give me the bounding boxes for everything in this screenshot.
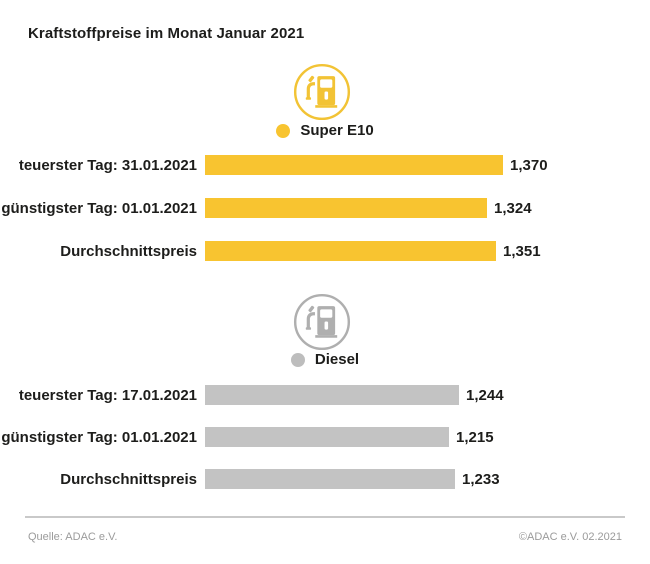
bar-row: teuerster Tag: 31.01.2021 1,370 [0,155,650,175]
bar-value: 1,233 [462,470,500,488]
legend-label: Super E10 [300,122,374,139]
bar-value: 1,351 [503,242,541,260]
legend-label: Diesel [314,351,360,368]
legend-dot-icon [290,352,305,367]
bar-row: günstigster Tag: 01.01.2021 1,215 [0,427,650,447]
bar-row: Durchschnittspreis 1,351 [0,241,650,261]
bar-row: günstigster Tag: 01.01.2021 1,324 [0,198,650,218]
bar [205,385,459,405]
bar-value: 1,215 [456,428,494,446]
bar [205,155,503,175]
bar-category-label: günstigster Tag: 01.01.2021 [1,428,197,446]
bar-row: teuerster Tag: 17.01.2021 1,244 [0,385,650,405]
footer-source: Quelle: ADAC e.V. [28,531,118,543]
bar-category-label: teuerster Tag: 31.01.2021 [18,156,197,174]
bar [205,198,487,218]
bar [205,241,496,261]
bar-row: Durchschnittspreis 1,233 [0,469,650,489]
bar-category-label: teuerster Tag: 17.01.2021 [18,386,197,404]
legend-dot-icon [276,123,291,138]
fuel-pump-icon [292,62,352,122]
fuel-pump-icon [292,292,352,352]
page-title: Kraftstoffpreise im Monat Januar 2021 [28,25,305,42]
bar [205,469,455,489]
bar-category-label: günstigster Tag: 01.01.2021 [1,199,197,217]
footer-divider [25,516,625,518]
bar-category-label: Durchschnittspreis [60,242,197,260]
bar-value: 1,324 [494,199,532,217]
bar-category-label: Durchschnittspreis [60,470,197,488]
legend-diesel: Diesel [0,351,650,368]
footer-copyright: ©ADAC e.V. 02.2021 [518,531,622,543]
bar [205,427,449,447]
bar-value: 1,244 [466,386,504,404]
legend-super-e10: Super E10 [0,122,650,139]
bar-value: 1,370 [510,156,548,174]
